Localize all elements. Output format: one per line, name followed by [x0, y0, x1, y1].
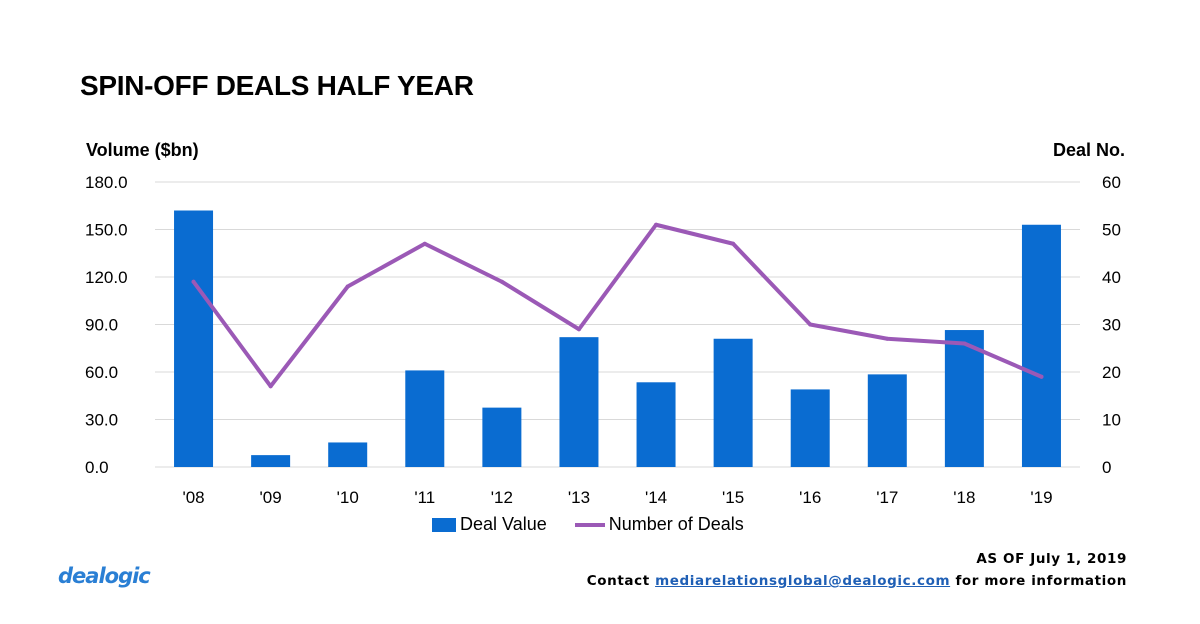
point-number-of-deals [268, 384, 273, 389]
point-number-of-deals [191, 279, 196, 284]
bar-deal-value [1021, 224, 1061, 467]
x-tick-label: '08 [182, 488, 204, 507]
x-tick-label: '15 [722, 488, 744, 507]
y-tick-label: 120.0 [85, 268, 128, 287]
line-number-of-deals [191, 222, 1044, 389]
x-tick-label: '09 [260, 488, 282, 507]
point-number-of-deals [808, 322, 813, 327]
point-number-of-deals [731, 241, 736, 246]
footer: AS OF July 1, 2019 Contact mediarelation… [587, 548, 1127, 592]
bar-deal-value [790, 389, 830, 467]
bar-deal-value [867, 374, 907, 467]
y-tick-label: 90.0 [85, 316, 118, 335]
x-tick-label: '13 [568, 488, 590, 507]
point-number-of-deals [422, 241, 427, 246]
y-tick-label: 30.0 [85, 411, 118, 430]
legend-label-deal-value: Deal Value [460, 514, 547, 534]
y-tick-label: 150.0 [85, 221, 128, 240]
y-tick-label: 0.0 [85, 458, 109, 477]
x-tick-label: '11 [414, 488, 435, 507]
bar-deal-value [944, 330, 984, 467]
legend-label-number-of-deals: Number of Deals [608, 514, 744, 534]
y2-tick-label: 20 [1102, 363, 1121, 382]
bar-deal-value [482, 407, 522, 467]
bar-deal-value [636, 382, 676, 467]
bar-deal-value [328, 442, 368, 467]
x-tick-label: '19 [1030, 488, 1052, 507]
x-tick-label: '17 [876, 488, 898, 507]
y2-axis-title: Deal No. [1052, 140, 1125, 160]
bar-deal-value [559, 337, 599, 467]
y2-tick-label: 60 [1102, 173, 1121, 192]
x-tick-label: '10 [337, 488, 359, 507]
legend-swatch-number-of-deals [574, 522, 605, 527]
bar-deal-value [405, 370, 445, 467]
x-tick-label: '18 [953, 488, 975, 507]
legend-swatch-deal-value [432, 517, 456, 532]
bar-deal-value [251, 455, 291, 467]
contact-suffix: for more information [955, 573, 1127, 589]
point-number-of-deals [885, 336, 890, 341]
x-tick-label: '16 [799, 488, 821, 507]
point-number-of-deals [1039, 374, 1044, 379]
bar-deal-value [174, 210, 214, 467]
point-number-of-deals [576, 327, 581, 332]
y-tick-label: 60.0 [85, 363, 118, 382]
bar-deal-value [713, 338, 753, 467]
y-axis-title: Volume ($bn) [86, 140, 199, 160]
y2-tick-label: 10 [1102, 411, 1121, 430]
dealogic-logo: dealogic [58, 564, 151, 588]
legend: Deal Value Number of Deals [432, 514, 744, 535]
point-number-of-deals [962, 341, 967, 346]
y2-tick-label: 0 [1102, 458, 1111, 477]
point-number-of-deals [499, 279, 504, 284]
y2-tick-label: 50 [1102, 221, 1121, 240]
x-tick-label: '12 [491, 488, 513, 507]
as-of-date: AS OF July 1, 2019 [976, 551, 1127, 567]
chart-title: SPIN-OFF DEALS HALF YEAR [80, 70, 474, 101]
contact-line: Contact mediarelationsglobal@dealogic.co… [587, 570, 1127, 592]
point-number-of-deals [654, 222, 659, 227]
y-tick-label: 180.0 [85, 173, 128, 192]
contact-email-link[interactable]: mediarelationsglobal@dealogic.com [655, 573, 951, 589]
y2-tick-label: 30 [1102, 316, 1121, 335]
point-number-of-deals [345, 284, 350, 289]
y2-tick-label: 40 [1102, 268, 1121, 287]
x-tick-label: '14 [645, 488, 667, 507]
contact-prefix: Contact [586, 573, 650, 589]
